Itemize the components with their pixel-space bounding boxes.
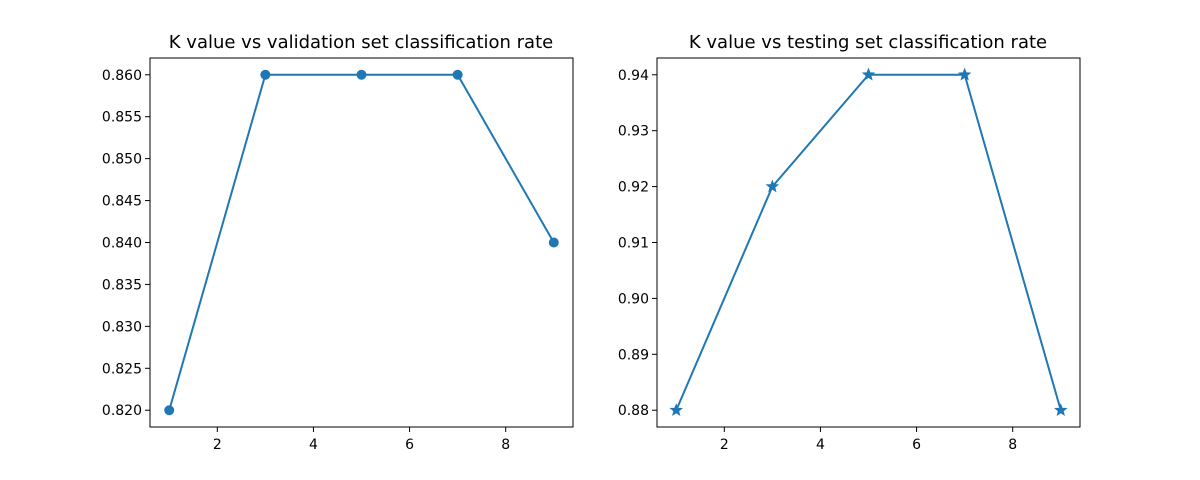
- testing-data-point: [861, 67, 876, 81]
- validation-y-tick-label: 0.840: [102, 236, 142, 252]
- testing-x-tick-label: 4: [816, 437, 825, 453]
- validation-y-tick-label: 0.825: [102, 361, 142, 377]
- validation-data-point: [356, 69, 367, 80]
- validation-y-tick-label: 0.855: [102, 110, 142, 126]
- validation-data-point: [260, 69, 271, 80]
- validation-x-tick-label: 8: [501, 437, 510, 453]
- validation-x-tick-label: 4: [309, 437, 318, 453]
- validation-y-tick-label: 0.860: [102, 68, 142, 84]
- testing-x-tick-label: 2: [720, 437, 729, 453]
- testing-rate-chart: K value vs testing set classification ra…: [618, 32, 1081, 453]
- testing-data-point: [765, 179, 780, 193]
- testing-x-tick-label: 8: [1008, 437, 1017, 453]
- testing-y-tick-label: 0.89: [618, 347, 649, 363]
- testing-y-tick-label: 0.94: [618, 68, 649, 84]
- testing-data-point: [669, 403, 683, 416]
- validation-rate-chart: K value vs validation set classification…: [102, 32, 574, 453]
- validation-data-point: [452, 69, 463, 80]
- validation-y-tick-label: 0.850: [102, 152, 142, 168]
- testing-y-tick-label: 0.92: [618, 180, 649, 196]
- validation-x-tick-label: 6: [405, 437, 414, 453]
- testing-data-point: [1054, 403, 1068, 416]
- validation-y-tick-label: 0.830: [102, 319, 142, 335]
- testing-chart-title: K value vs testing set classification ra…: [689, 32, 1047, 53]
- validation-y-tick-label: 0.820: [102, 403, 142, 419]
- testing-data-point: [957, 67, 972, 81]
- testing-x-tick-label: 6: [912, 437, 921, 453]
- validation-y-tick-label: 0.845: [102, 194, 142, 210]
- validation-chart-title: K value vs validation set classification…: [169, 32, 553, 53]
- testing-y-tick-label: 0.88: [618, 403, 649, 419]
- testing-y-tick-label: 0.93: [618, 124, 649, 140]
- testing-y-tick-label: 0.91: [618, 236, 649, 252]
- validation-data-point: [164, 405, 175, 416]
- validation-y-tick-label: 0.835: [102, 277, 142, 293]
- validation-x-tick-label: 2: [213, 437, 222, 453]
- validation-data-point: [548, 237, 559, 248]
- testing-y-tick-label: 0.90: [618, 291, 649, 307]
